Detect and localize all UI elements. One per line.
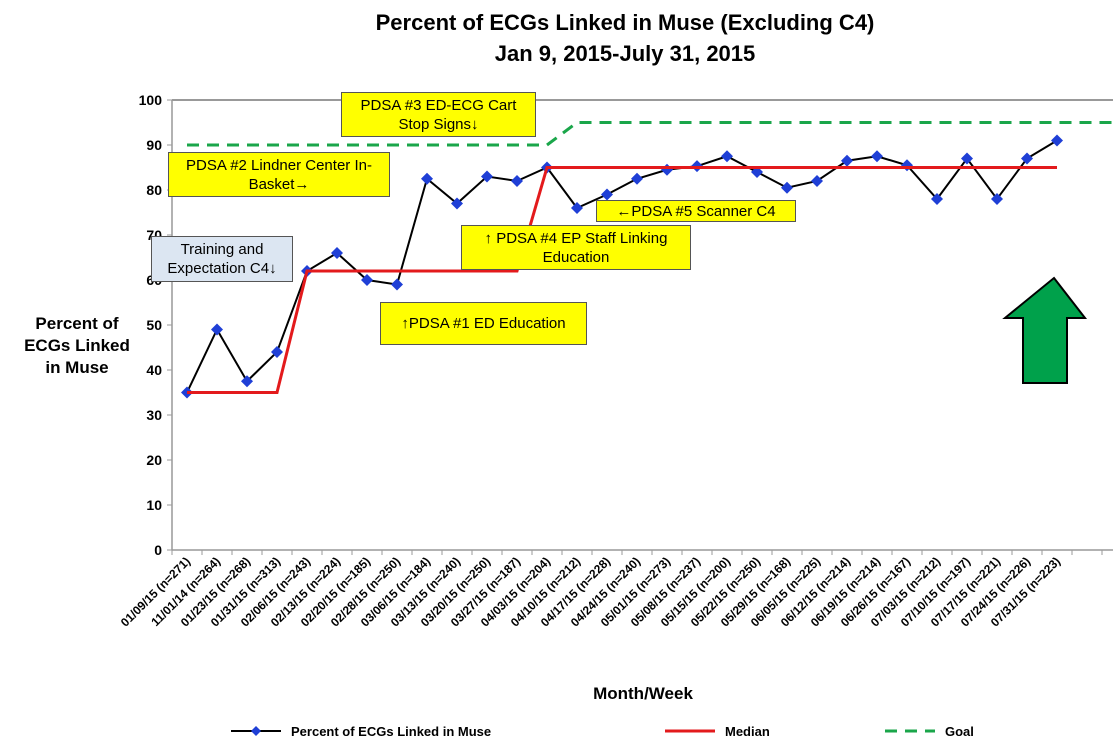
data-point xyxy=(871,150,883,163)
annotation: PDSA #2 Lindner Center In-Basket→ xyxy=(168,152,390,197)
data-point xyxy=(331,247,343,259)
legend-marker xyxy=(251,726,261,736)
data-point xyxy=(781,181,793,194)
y-tick-label: 10 xyxy=(146,497,162,513)
series-line xyxy=(187,166,1057,394)
legend-label: Median xyxy=(725,724,770,739)
chart-subtitle: Jan 9, 2015-July 31, 2015 xyxy=(495,41,756,66)
data-point xyxy=(661,163,673,176)
annotation: ←PDSA #5 Scanner C4 xyxy=(596,200,796,222)
data-point xyxy=(211,323,223,336)
y-tick-label: 90 xyxy=(146,137,162,153)
y-tick-label: 50 xyxy=(146,317,162,333)
y-tick-label: 40 xyxy=(146,362,162,378)
y-tick-label: 0 xyxy=(154,542,162,558)
data-point xyxy=(1051,134,1063,147)
legend-label: Goal xyxy=(945,724,974,739)
data-point xyxy=(241,375,253,388)
annotation: ↑ PDSA #4 EP Staff Linking Education xyxy=(461,225,691,270)
data-point xyxy=(841,154,853,167)
data-point xyxy=(991,193,1003,205)
y-tick-label: 80 xyxy=(146,182,162,198)
y-tick-label: 20 xyxy=(146,452,162,468)
series-line xyxy=(186,139,1058,393)
up-arrow xyxy=(1002,276,1088,384)
data-point xyxy=(361,274,373,286)
data-point xyxy=(421,172,433,185)
y-tick-label: 30 xyxy=(146,407,162,423)
data-point xyxy=(1021,152,1033,165)
data-point xyxy=(631,172,643,185)
data-point xyxy=(721,150,733,163)
data-point xyxy=(481,170,493,183)
series-line xyxy=(187,121,1113,147)
data-point xyxy=(271,346,283,358)
data-point xyxy=(451,197,463,210)
data-point xyxy=(571,202,583,214)
data-point xyxy=(391,278,403,291)
annotation: Training and Expectation C4↓ xyxy=(151,236,293,282)
data-point xyxy=(931,193,943,205)
data-point xyxy=(601,188,613,201)
y-axis-label: Percent of ECGs Linked in Muse xyxy=(24,314,130,377)
data-point xyxy=(511,175,523,187)
data-point xyxy=(961,152,973,165)
data-point xyxy=(811,175,823,187)
y-tick-label: 100 xyxy=(139,92,163,108)
legend-label: Percent of ECGs Linked in Muse xyxy=(291,724,491,739)
annotation: PDSA #3 ED-ECG Cart Stop Signs↓ xyxy=(341,92,536,137)
annotation: ↑PDSA #1 ED Education xyxy=(380,302,587,345)
chart-title: Percent of ECGs Linked in Muse (Excludin… xyxy=(376,10,875,35)
x-axis-label: Month/Week xyxy=(593,684,693,703)
